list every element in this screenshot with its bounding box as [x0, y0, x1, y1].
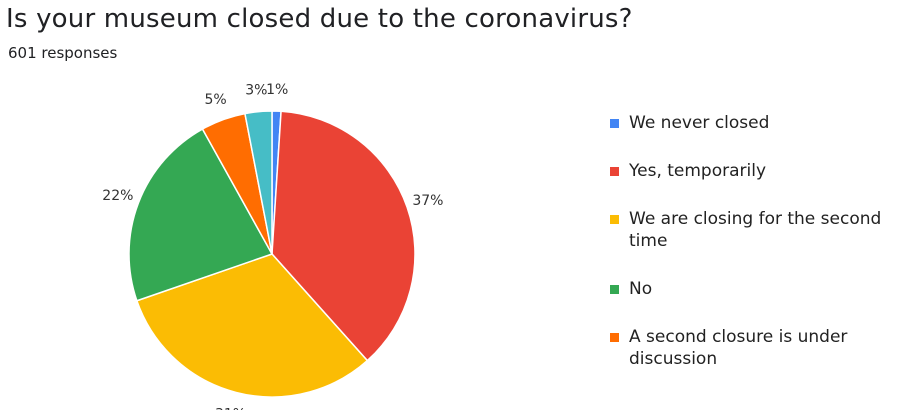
- slice-label-no: 22%: [102, 188, 133, 204]
- legend-label: Yes, temporarily: [629, 161, 767, 181]
- legend-item-second-closure-discussion: A second closure is under discussion: [610, 326, 910, 370]
- legend-swatch: [610, 215, 619, 224]
- legend-label: No: [629, 279, 653, 299]
- legend-swatch: [610, 167, 619, 176]
- slice-label-second-closure-discussion: 5%: [204, 92, 226, 108]
- legend-swatch: [610, 119, 619, 128]
- legend-label: A second closure is under discussion: [629, 327, 848, 369]
- legend-swatch: [610, 285, 619, 294]
- response-count: 601 responses: [8, 44, 118, 62]
- pie-slice-yes-temporarily: [271, 110, 416, 362]
- pie-slice-other: [244, 110, 273, 255]
- slice-label-never-closed: 1%: [266, 82, 288, 98]
- slice-label-yes-temporarily: 37%: [412, 193, 443, 209]
- pie-slice-closing-second-time: [135, 253, 369, 398]
- legend-swatch: [610, 333, 619, 342]
- legend-item-no: No: [610, 278, 910, 300]
- legend-label: We are closing for the second time: [629, 209, 882, 251]
- pie-labels: 1% 37% 31% 22% 5% 3%: [102, 82, 443, 410]
- slice-label-other: 3%: [245, 83, 267, 99]
- pie-slices: [128, 110, 416, 398]
- legend-label: We never closed: [629, 113, 770, 133]
- legend: We never closed Yes, temporarily We are …: [610, 112, 910, 396]
- slice-label-closing-second-time: 31%: [215, 407, 246, 410]
- legend-item-never-closed: We never closed: [610, 112, 910, 134]
- pie-slice-no: [128, 128, 274, 302]
- legend-item-closing-second-time: We are closing for the second time: [610, 208, 910, 252]
- legend-item-yes-temporarily: Yes, temporarily: [610, 160, 910, 182]
- chart-title: Is your museum closed due to the coronav…: [6, 4, 633, 34]
